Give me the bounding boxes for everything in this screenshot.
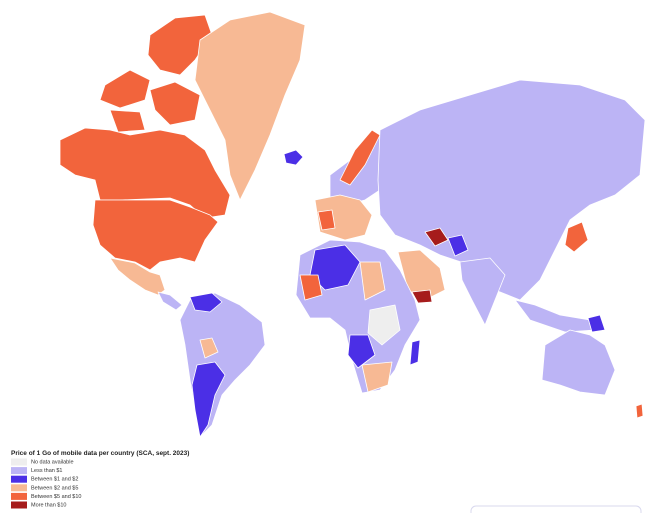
country (92, 199, 219, 271)
country (367, 304, 401, 346)
legend: Price of 1 Go of mobile data per country… (11, 450, 189, 509)
legend-label: Between $1 and $2 (31, 477, 78, 483)
legend-swatch (11, 467, 27, 475)
country (99, 69, 151, 109)
country (635, 403, 644, 419)
world-map (59, 11, 646, 438)
country (283, 149, 304, 166)
country (317, 209, 336, 231)
legend-label: Less than $1 (31, 468, 63, 474)
legend-swatch (11, 475, 27, 483)
input-frame (470, 505, 642, 513)
country (447, 234, 469, 257)
country (514, 299, 596, 333)
country (347, 334, 376, 369)
legend-label: Between $2 and $5 (31, 485, 78, 491)
country (59, 127, 231, 219)
country (199, 337, 219, 359)
country (587, 314, 606, 333)
country (459, 257, 506, 326)
country (409, 339, 421, 366)
legend-swatch (11, 492, 27, 500)
legend-label: More than $10 (31, 502, 66, 508)
country (299, 274, 323, 301)
country (189, 292, 223, 313)
country (411, 289, 433, 304)
legend-swatch (11, 501, 27, 509)
country (359, 261, 386, 301)
legend-label: Between $5 and $10 (31, 494, 81, 500)
country (179, 292, 266, 438)
country (194, 11, 306, 201)
country (109, 109, 146, 133)
country (191, 361, 226, 438)
legend-swatch (11, 458, 27, 466)
country (361, 361, 393, 393)
country (147, 14, 213, 76)
legend-title: Price of 1 Go of mobile data per country… (11, 450, 189, 457)
country (424, 227, 449, 247)
country (564, 221, 589, 253)
country (149, 81, 201, 126)
legend-swatch (11, 484, 27, 492)
country (377, 79, 646, 301)
legend-label: No data available (31, 459, 74, 465)
country (157, 291, 183, 311)
country (541, 329, 616, 396)
